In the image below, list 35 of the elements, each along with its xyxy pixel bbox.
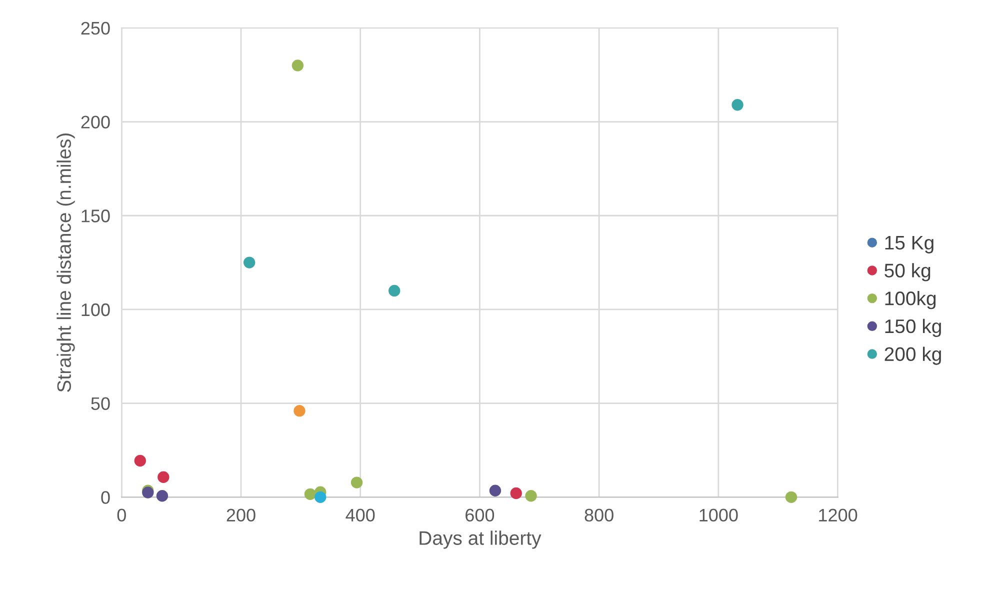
x-tick-label: 600 bbox=[466, 508, 494, 522]
point bbox=[350, 476, 363, 488]
legend-label: 150 kg bbox=[885, 318, 941, 337]
y-tick-label: 150 bbox=[82, 210, 110, 222]
point bbox=[158, 471, 170, 483]
x-axis-title: Days at liberty bbox=[420, 530, 542, 549]
x-tick-label: 800 bbox=[584, 508, 614, 522]
point bbox=[388, 284, 400, 297]
point bbox=[294, 404, 306, 417]
legend-label: 200 kg bbox=[884, 346, 941, 365]
legend-label: 15 Kg bbox=[885, 236, 934, 254]
y-tick-label: 200 bbox=[81, 116, 110, 128]
legend-label: 50 kg bbox=[884, 263, 930, 282]
point bbox=[489, 484, 502, 496]
point bbox=[134, 454, 146, 467]
point bbox=[314, 491, 326, 504]
y-tick-label: 100 bbox=[82, 303, 110, 316]
x-tick-label: 0 bbox=[117, 508, 126, 522]
legend-label: 100kg bbox=[885, 291, 936, 310]
point bbox=[785, 491, 798, 504]
y-tick-label: 0 bbox=[101, 491, 110, 504]
point bbox=[244, 256, 256, 268]
point bbox=[292, 60, 304, 72]
y-tick-label: 250 bbox=[81, 22, 110, 35]
x-tick-label: 1000 bbox=[700, 508, 738, 522]
point bbox=[732, 99, 744, 111]
point bbox=[304, 488, 316, 500]
point bbox=[510, 487, 522, 500]
x-tick-label: 1200 bbox=[819, 508, 858, 522]
x-tick-label: 400 bbox=[346, 508, 375, 522]
point bbox=[525, 490, 537, 502]
x-tick-label: 200 bbox=[226, 508, 256, 522]
point bbox=[156, 490, 168, 502]
y-axis-title: Straight line distance (n.miles) bbox=[56, 134, 75, 392]
y-tick-label: 50 bbox=[91, 397, 110, 410]
